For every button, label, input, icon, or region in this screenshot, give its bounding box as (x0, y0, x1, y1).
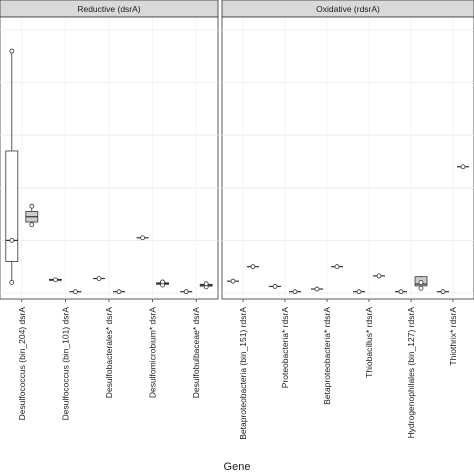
x-tick-label: Desulfomicrobium* dsrA (148, 307, 158, 398)
data-point (440, 289, 446, 295)
data-point (292, 289, 298, 295)
box-mark (156, 279, 170, 288)
data-point (418, 280, 424, 285)
box-body (5, 150, 19, 262)
data-point (9, 48, 15, 54)
data-point (376, 273, 382, 279)
box-mark (227, 278, 239, 284)
data-point (116, 289, 122, 295)
box-mark (199, 281, 213, 290)
data-point (460, 164, 466, 170)
data-point (183, 289, 189, 295)
data-point (96, 276, 102, 281)
x-tick-label: Desulfococcus (bin_101) dsrA (60, 307, 70, 421)
box-mark (457, 164, 469, 170)
data-point (398, 289, 404, 295)
box-mark (93, 276, 105, 281)
data-point (73, 289, 78, 295)
x-tick-label: Proteobacteria* rdsrA (280, 307, 290, 389)
facet-panel: Reductive (dsrA) Desulfococcus (bin_204) … (0, 0, 219, 421)
box-mark (69, 289, 82, 295)
x-tick-label: Desulfobulbaceae* dsrA (191, 307, 201, 399)
box-mark (113, 289, 125, 295)
x-tick-label: Betaproteobacteria (bin_151) rdsrA (238, 307, 248, 440)
facet-panels: Reductive (dsrA) Desulfococcus (bin_204) … (0, 0, 474, 440)
data-point (9, 237, 15, 243)
x-tick-label: Thiobacillus* rdsrA (364, 307, 374, 378)
box-mark (136, 235, 149, 241)
box-mark (269, 284, 281, 289)
box-mark (395, 289, 407, 295)
box-mark (247, 264, 259, 270)
data-point (334, 264, 340, 270)
data-point (160, 279, 166, 285)
data-point (203, 281, 209, 287)
data-point (418, 285, 424, 291)
x-axis-title: Gene (224, 461, 251, 473)
x-tick-label: Desulfobacterales* dsrA (104, 307, 114, 399)
data-point (356, 289, 362, 295)
data-point (29, 203, 35, 209)
box-mark (331, 264, 343, 270)
data-point (272, 284, 278, 289)
box-mark (49, 277, 62, 283)
box-mark (311, 286, 323, 292)
box-mark (180, 289, 193, 295)
box-mark (289, 289, 301, 295)
box-mark (5, 48, 19, 285)
data-point (250, 264, 256, 270)
box-mark (373, 273, 385, 279)
x-tick-label: Betaproteobacteria* rdsrA (322, 307, 332, 405)
box-mark (414, 275, 428, 291)
data-point (29, 222, 35, 228)
box-mark (25, 203, 39, 228)
facet-title: Reductive (dsrA) (77, 4, 140, 14)
box-mark (353, 289, 365, 295)
x-tick-label: Thiothrix* rdsrA (448, 307, 458, 366)
box-mark (437, 289, 449, 295)
data-point (53, 277, 58, 283)
facet-title: Oxidative (rdsrA) (316, 4, 380, 14)
data-point (314, 286, 320, 292)
x-tick-label: Hydrogenophilales (bin_127) rdsrA (406, 307, 416, 439)
data-point (140, 235, 146, 241)
data-point (9, 280, 15, 285)
panel-background (221, 16, 474, 300)
x-tick-label: Desulfococcus (bin_204) dsrA (17, 307, 27, 421)
facet-panel: Oxidative (rdsrA) Betaproteobacteria (bin… (221, 0, 474, 440)
data-point (230, 278, 236, 284)
